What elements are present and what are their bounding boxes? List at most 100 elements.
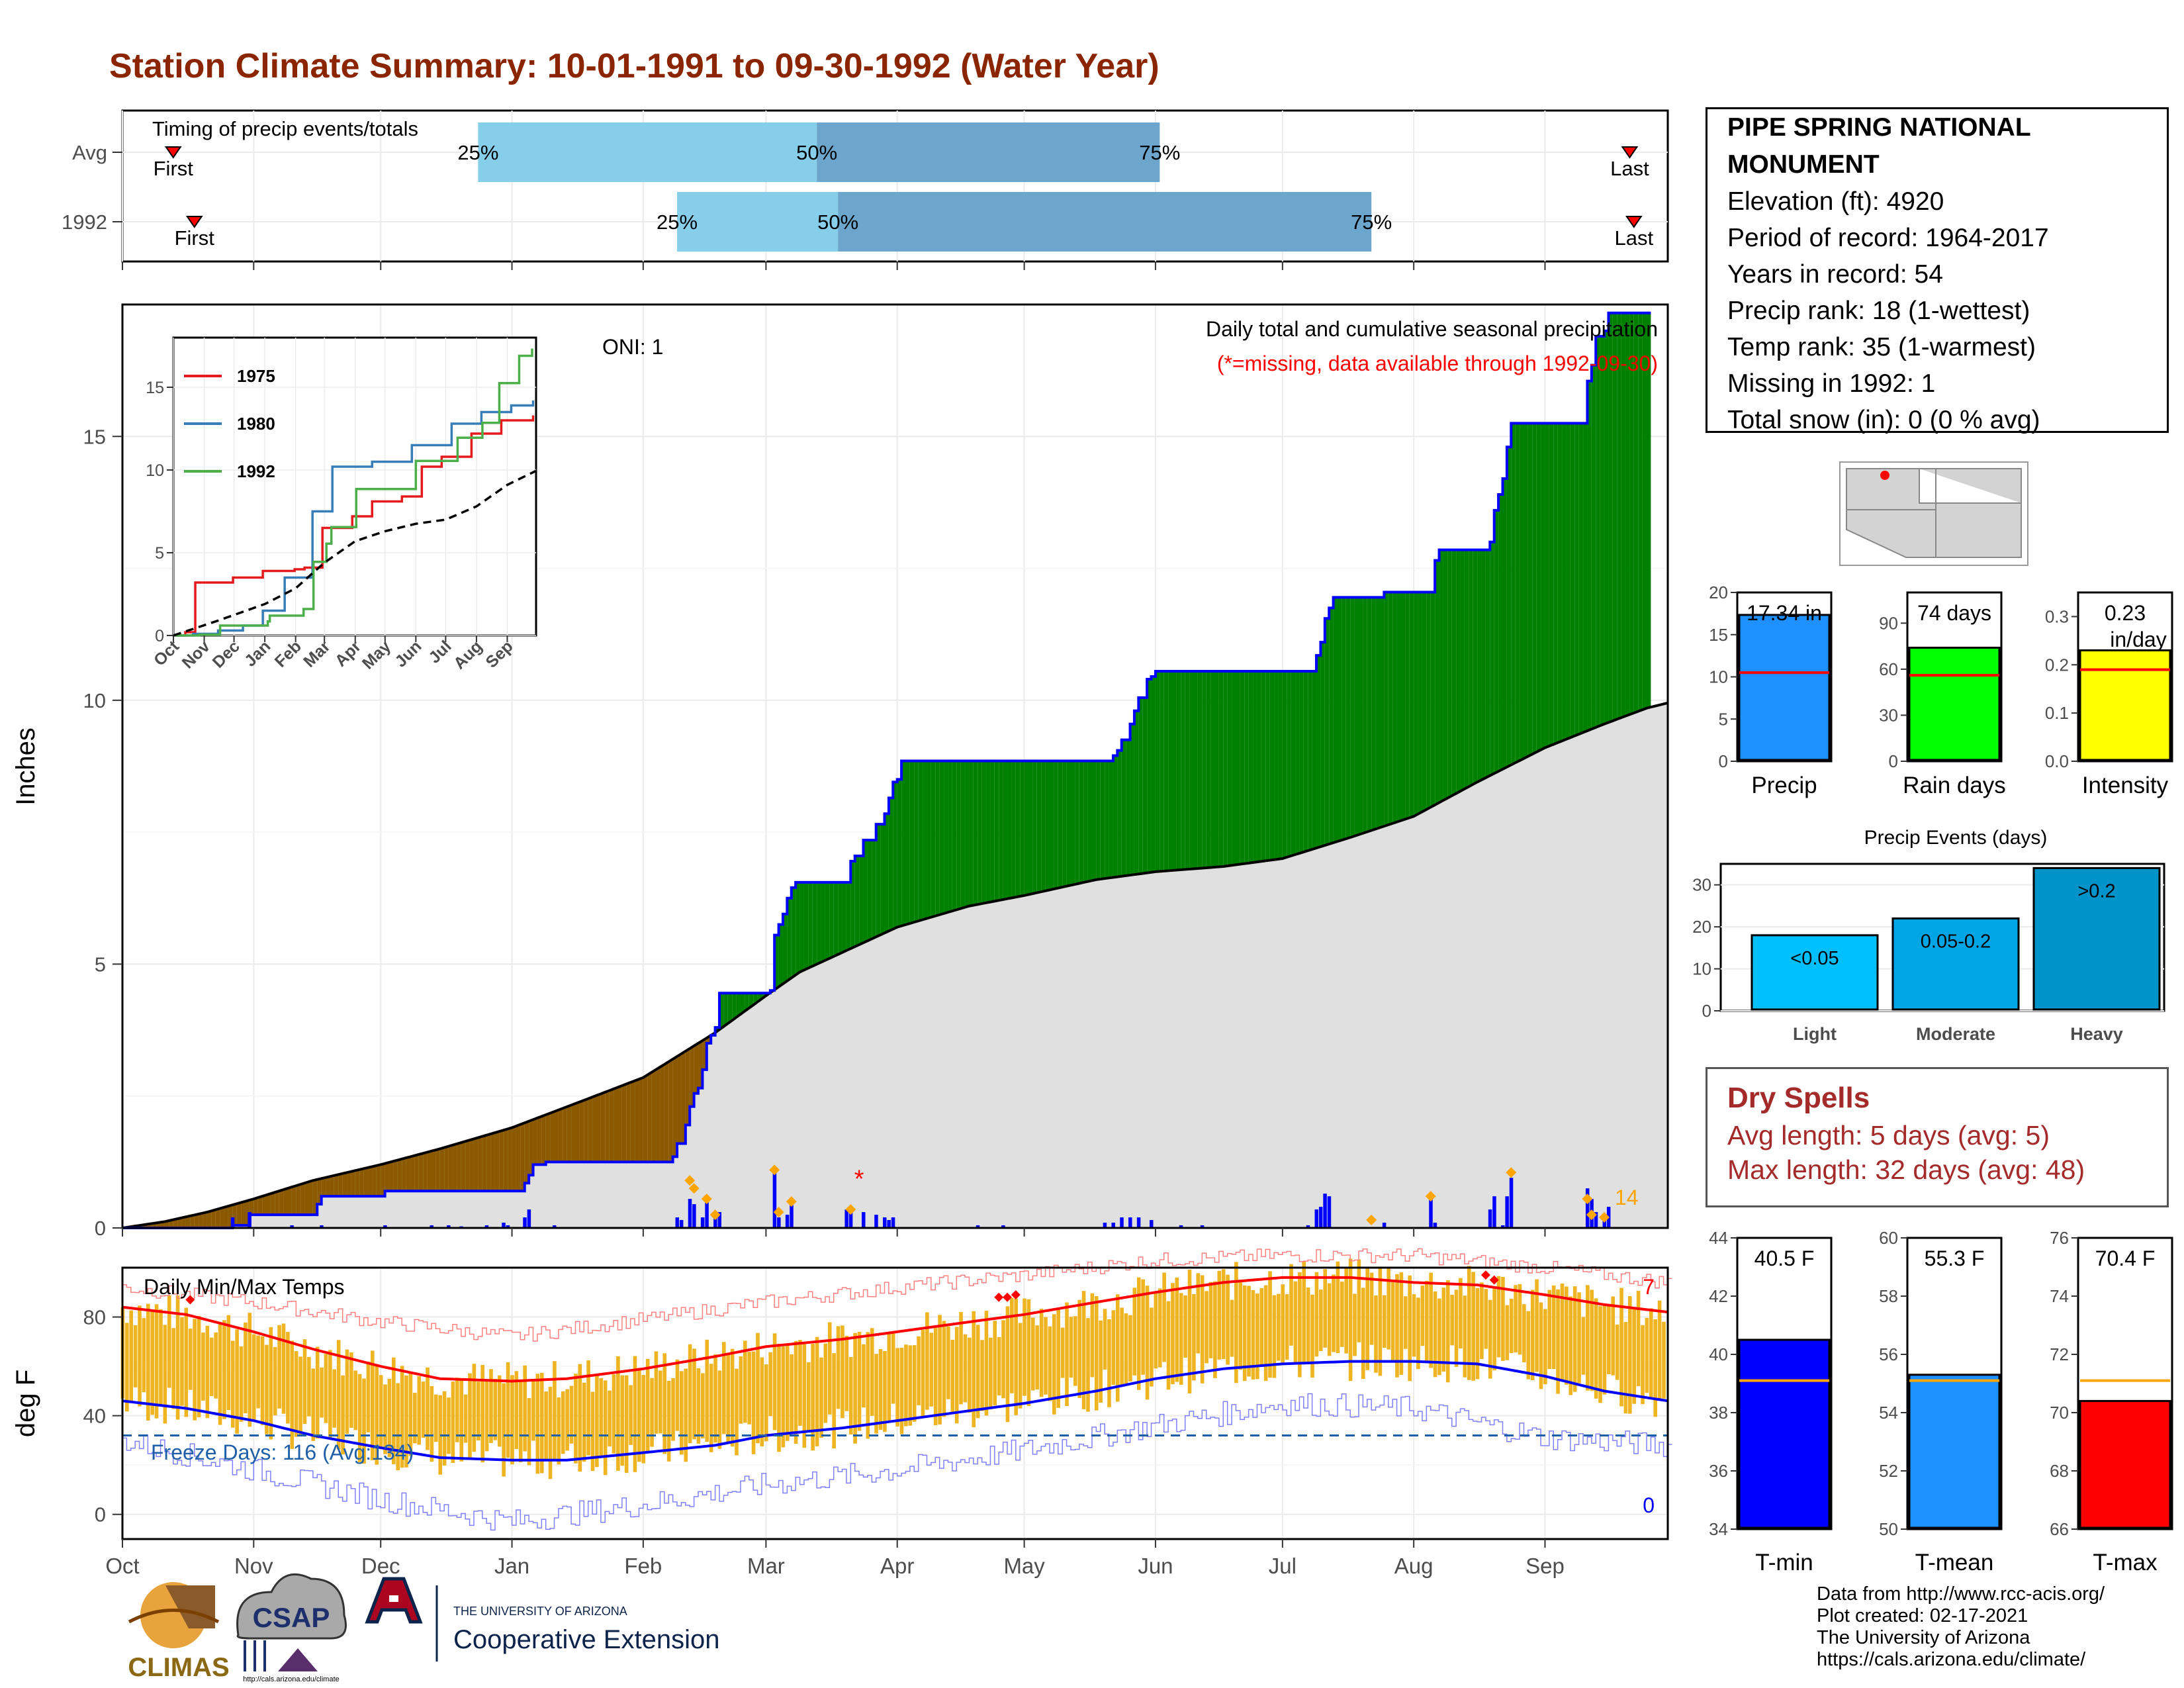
surplus-area xyxy=(923,761,927,920)
daily-temp-range-bar xyxy=(1569,1296,1573,1395)
daily-temp-range-bar xyxy=(616,1356,620,1471)
surplus-area xyxy=(1287,671,1291,858)
station-missing: Missing in 1992: 1 xyxy=(1727,369,1936,398)
daily-temp-range-bar xyxy=(209,1337,214,1397)
surplus-area xyxy=(1295,671,1300,855)
daily-temp-range-bar xyxy=(1433,1291,1437,1378)
daily-temp-range-bar xyxy=(1115,1294,1120,1402)
dry-spells-max: Max length: 32 days (avg: 48) xyxy=(1727,1154,2085,1185)
daily-temp-range-bar xyxy=(1594,1298,1598,1399)
daily-temp-range-bar xyxy=(1522,1304,1526,1362)
surplus-area xyxy=(1138,697,1143,874)
surplus-area xyxy=(1400,592,1406,821)
surplus-area xyxy=(1269,671,1275,861)
deficit-area xyxy=(439,1147,445,1192)
daily-temp-range-bar xyxy=(1374,1295,1378,1373)
daily-temp-range-bar xyxy=(527,1398,531,1466)
total-ytick-label: 68 xyxy=(2050,1461,2069,1481)
daily-temp-range-bar xyxy=(510,1375,514,1465)
surplus-area xyxy=(1647,312,1651,708)
month-tick-label: Jan xyxy=(494,1554,529,1578)
daily-temp-range-bar xyxy=(565,1389,569,1451)
surplus-area xyxy=(1155,671,1160,872)
surplus-area xyxy=(854,856,860,947)
daily-temp-range-bar xyxy=(248,1313,252,1427)
surplus-area xyxy=(1583,423,1588,733)
daily-temp-range-bar xyxy=(1403,1296,1408,1349)
month-tick-label: Sep xyxy=(1525,1554,1565,1578)
daily-precip-marker xyxy=(1506,1167,1517,1178)
daily-temp-range-bar xyxy=(294,1351,298,1437)
surplus-area xyxy=(981,761,987,904)
total-value-label: 70.4 F xyxy=(2095,1246,2156,1270)
total-ytick-label: 60 xyxy=(1879,659,1898,679)
surplus-area xyxy=(1570,423,1575,738)
dry-spells-box: Dry Spells Avg length: 5 days (avg: 5) M… xyxy=(1706,1067,2169,1207)
deficit-area xyxy=(368,1166,373,1197)
daily-temp-range-bar xyxy=(1154,1291,1158,1369)
daily-temp-range-bar xyxy=(980,1340,984,1411)
deficit-area xyxy=(330,1175,334,1197)
total-panel-label: T-min xyxy=(1755,1550,1813,1575)
surplus-area xyxy=(1036,761,1042,893)
daily-temp-range-bar xyxy=(1175,1277,1179,1382)
temp-bar-panels: 34 36 38 40 42 44 40.5 F T-min 50 52 54 56 58 60 55.3 … xyxy=(1709,1228,2173,1575)
daily-temp-range-bar xyxy=(1107,1319,1111,1407)
daily-precip-bar xyxy=(1111,1223,1115,1228)
total-value-label: 0.23 xyxy=(2105,601,2146,625)
daily-temp-range-bar xyxy=(895,1348,899,1427)
deficit-area xyxy=(664,1061,669,1162)
daily-temp-range-bar xyxy=(286,1332,290,1424)
normal-max-line xyxy=(122,1276,1668,1383)
daily-temp-range-bar xyxy=(273,1346,277,1416)
daily-temp-range-bar xyxy=(1162,1272,1166,1362)
station-name-line2: MONUMENT xyxy=(1727,150,1880,179)
surplus-area xyxy=(1240,671,1245,865)
oni-label: ONI: 1 xyxy=(602,335,663,359)
daily-temp-range-bar xyxy=(811,1343,815,1451)
daily-precip-bar xyxy=(688,1199,692,1228)
surplus-area xyxy=(1422,592,1427,812)
deficit-area xyxy=(647,1072,652,1162)
location-map xyxy=(1839,461,2028,566)
daily-temp-range-bar xyxy=(1390,1282,1395,1360)
inset-legend-label: 1980 xyxy=(237,414,275,434)
daily-temp-range-bar xyxy=(993,1321,997,1406)
daily-temp-range-bar xyxy=(1111,1310,1116,1385)
surplus-area xyxy=(736,993,741,1017)
surplus-area xyxy=(1371,597,1376,831)
daily-temp-range-bar xyxy=(392,1357,396,1464)
daily-temp-range-bar xyxy=(222,1320,226,1419)
daily-precip-bar xyxy=(1150,1220,1154,1228)
daily-temp-range-bar xyxy=(1641,1325,1645,1405)
daily-temp-range-bar xyxy=(608,1390,612,1447)
daily-temp-range-bar xyxy=(463,1394,468,1443)
normal-cumulative-area xyxy=(122,702,1668,1228)
daily-temp-range-bar xyxy=(1056,1307,1060,1408)
daily-precip-marker xyxy=(684,1175,696,1186)
deficit-area xyxy=(363,1167,369,1197)
daily-temp-range-bar xyxy=(659,1370,662,1434)
surplus-area xyxy=(1532,423,1537,755)
daily-temp-range-bar xyxy=(1454,1289,1459,1367)
daily-temp-range-bar xyxy=(375,1365,379,1465)
daily-temp-range-bar xyxy=(502,1383,506,1477)
daily-temp-range-bar xyxy=(188,1329,193,1390)
daily-temp-range-bar xyxy=(175,1295,180,1420)
daily-temp-range-bar xyxy=(447,1397,451,1454)
timing-title: Timing of precip events/totals xyxy=(152,117,418,140)
daily-temp-range-bar xyxy=(455,1378,459,1442)
surplus-area xyxy=(901,761,906,926)
deficit-area xyxy=(690,1045,694,1107)
dry-spells-avg: Avg length: 5 days (avg: 5) xyxy=(1727,1120,2050,1150)
daily-temp-range-bar xyxy=(942,1321,946,1417)
daily-precip-bar xyxy=(383,1225,387,1228)
daily-precip-bar xyxy=(883,1217,887,1228)
daily-precip-bar xyxy=(502,1223,506,1228)
surplus-area xyxy=(999,761,1003,901)
deficit-area xyxy=(177,1217,182,1228)
daily-temp-range-bar xyxy=(1310,1294,1314,1378)
temps-title: Daily Min/Max Temps xyxy=(144,1275,344,1299)
daily-temp-range-bar xyxy=(832,1353,836,1449)
daily-precip-bar xyxy=(1492,1196,1496,1228)
